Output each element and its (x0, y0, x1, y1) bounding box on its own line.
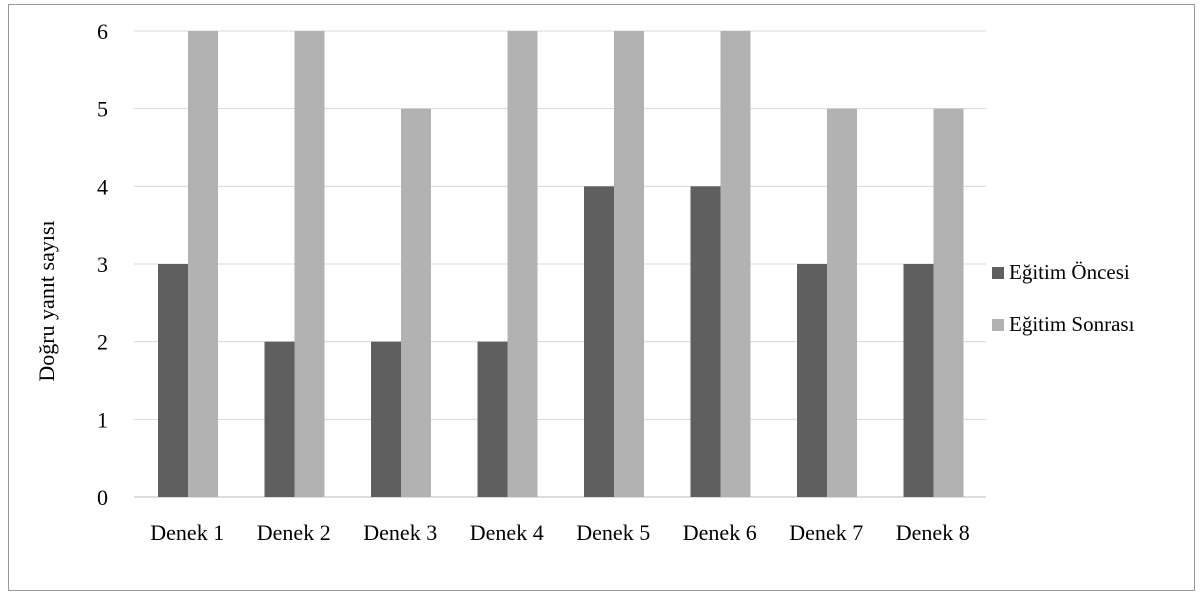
bar-after-6 (720, 31, 751, 497)
legend-swatch (992, 267, 1004, 279)
bar-before-7 (797, 264, 827, 497)
y-tick-label: 6 (97, 19, 108, 44)
y-tick-label: 1 (97, 407, 108, 432)
gridlines (134, 30, 986, 498)
x-category-label: Denek 6 (683, 520, 757, 545)
y-tick-label: 2 (97, 330, 108, 355)
y-tick-label: 5 (97, 97, 108, 122)
bar-after-7 (827, 108, 857, 498)
bar-after-8 (933, 108, 964, 498)
bar-before-2 (264, 341, 295, 497)
bar-after-4 (507, 31, 538, 497)
bar-before-3 (371, 341, 401, 497)
bar-before-8 (903, 264, 934, 497)
bar-after-5 (614, 31, 644, 497)
bar-before-1 (158, 264, 188, 497)
y-tick-label: 3 (97, 252, 108, 277)
y-tick-label: 4 (97, 174, 108, 199)
x-category-label: Denek 1 (150, 520, 224, 545)
y-axis-title: Doğru yanıt sayısı (34, 220, 59, 381)
bar-after-3 (401, 108, 431, 498)
legend-swatch (992, 319, 1004, 331)
x-category-label: Denek 5 (576, 520, 650, 545)
legend-label: Eğitim Öncesi (1009, 260, 1130, 284)
legend: Eğitim Öncesi Eğitim Sonrası (992, 260, 1135, 336)
bar-after-1 (188, 31, 218, 497)
bar-before-4 (477, 341, 508, 497)
x-axis-categories: Denek 1 Denek 2 Denek 3 Denek 4 Denek 5 Denek… (150, 520, 969, 545)
x-category-label: Denek 4 (470, 520, 544, 545)
bars (158, 31, 964, 498)
x-category-label: Denek 7 (789, 520, 863, 545)
legend-label: Eğitim Sonrası (1009, 312, 1135, 336)
bar-before-6 (690, 186, 721, 498)
x-category-label: Denek 3 (363, 520, 437, 545)
x-category-label: Denek 8 (896, 520, 970, 545)
bar-before-5 (584, 186, 614, 498)
y-tick-label: 0 (97, 485, 108, 510)
x-category-label: Denek 2 (257, 520, 331, 545)
y-axis-ticks: 0 1 2 3 4 5 6 (97, 19, 108, 510)
bar-after-2 (294, 31, 325, 497)
